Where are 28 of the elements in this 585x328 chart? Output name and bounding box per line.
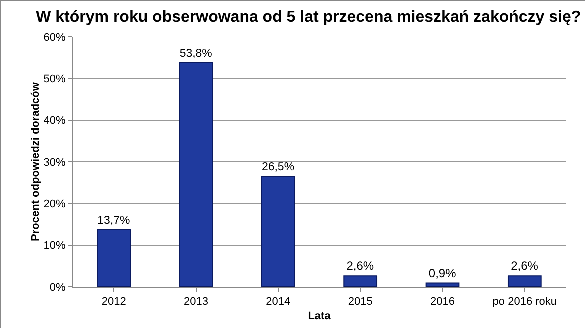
data-label: 0,9%	[428, 266, 457, 280]
x-tick-label: 2015	[348, 296, 373, 308]
data-label: 26,5%	[262, 162, 295, 174]
y-tick-label: 0%	[50, 282, 66, 294]
bar	[261, 176, 296, 287]
bar	[344, 276, 378, 287]
x-tick-label: 2014	[266, 296, 291, 308]
x-tick-label: 2012	[102, 296, 126, 308]
y-tick-label: 10%	[44, 240, 66, 252]
y-axis-title: Procent odpowiedzi doradców	[30, 82, 42, 242]
y-tick-label: 40%	[44, 115, 66, 128]
bar	[508, 276, 542, 287]
bar	[426, 282, 460, 287]
y-tick-label: 30%	[44, 156, 66, 169]
x-axis-title: Lata	[308, 310, 332, 322]
data-label: 53,8%	[180, 48, 212, 60]
x-tick-label: 2016	[430, 296, 455, 308]
bar	[97, 229, 132, 287]
x-tick-label: 2013	[184, 296, 208, 308]
chart-title: W którym roku obserwowana od 5 lat przecena mieszkań zakończy się?	[36, 9, 582, 26]
bar	[179, 62, 214, 287]
data-label: 13,7%	[98, 215, 130, 228]
y-tick-label: 60%	[44, 32, 66, 44]
data-label: 2,6%	[346, 259, 374, 274]
y-tick-label: 20%	[44, 198, 66, 211]
x-tick-label: po 2016 roku	[492, 296, 558, 308]
data-label: 2,6%	[511, 259, 539, 274]
y-tick-label: 50%	[44, 74, 66, 86]
